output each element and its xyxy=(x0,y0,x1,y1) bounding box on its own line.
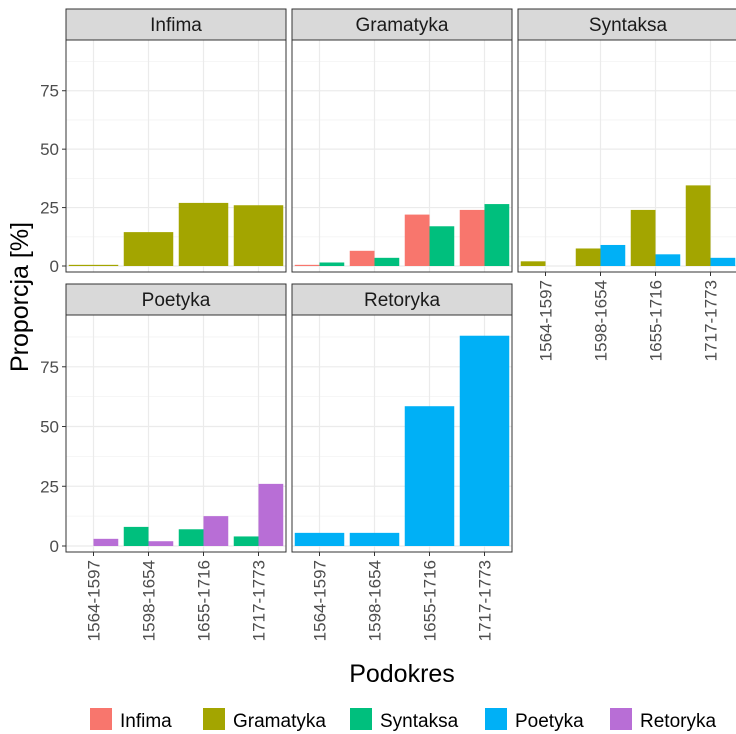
x-tick-label: 1564-1597 xyxy=(311,560,330,641)
bar-gramatyka-1717-1773 xyxy=(685,185,711,266)
bar-syntaksa-1564-1597 xyxy=(319,262,345,266)
legend-key-gramatyka xyxy=(203,708,225,730)
bar-gramatyka-1655-1716 xyxy=(178,202,229,266)
panel-strip xyxy=(517,8,736,41)
bar-poetyka-1655-1716 xyxy=(655,254,681,266)
bar-gramatyka-1598-1654 xyxy=(575,248,601,266)
panel-title: Retoryka xyxy=(364,290,440,311)
panel-poetyka: Poetyka 0 25 50 75 1564-1597 1598-1654 1655-171… xyxy=(40,283,287,641)
legend-label: Infima xyxy=(120,711,172,732)
bar-infima-1564-1597 xyxy=(294,264,320,266)
legend-label: Gramatyka xyxy=(233,711,326,732)
bar-gramatyka-1564-1597 xyxy=(520,261,546,266)
bar-poetyka-1717-1773 xyxy=(459,335,510,546)
x-tick-label: 1717-1773 xyxy=(702,280,721,361)
panel-border xyxy=(517,39,736,273)
bar-gramatyka-1598-1654 xyxy=(123,232,174,266)
legend-label: Syntaksa xyxy=(380,711,459,732)
x-tick-label: 1598-1654 xyxy=(592,280,611,361)
y-tick-label: 50 xyxy=(40,140,59,159)
bar-gramatyka-1564-1597 xyxy=(68,264,119,266)
x-tick-label: 1655-1716 xyxy=(647,280,666,361)
bar-poetyka-1598-1654 xyxy=(600,244,626,266)
x-axis-title: Podokres xyxy=(349,660,455,688)
y-tick-label: 25 xyxy=(40,477,59,496)
bar-retoryka-1717-1773 xyxy=(258,483,284,546)
bar-syntaksa-1655-1716 xyxy=(178,529,204,546)
bar-syntaksa-1717-1773 xyxy=(233,536,259,546)
y-tick-label: 0 xyxy=(50,537,59,556)
panel-title: Poetyka xyxy=(142,290,211,311)
panel-border xyxy=(65,39,287,273)
x-tick-label: 1598-1654 xyxy=(366,560,385,641)
panel-strip xyxy=(65,283,287,316)
panel-retoryka: Retoryka 1564-1597 1598-1654 1655-1716 1717-… xyxy=(291,283,513,641)
bar-infima-1598-1654 xyxy=(349,250,375,266)
panel-title: Gramatyka xyxy=(356,15,449,36)
legend: Infima Gramatyka Syntaksa Poetyka Retoryka xyxy=(90,708,716,732)
panel-title: Syntaksa xyxy=(589,15,668,36)
bar-syntaksa-1598-1654 xyxy=(123,526,149,546)
x-tick-label: 1717-1773 xyxy=(250,560,269,641)
legend-key-poetyka xyxy=(485,708,507,730)
bar-poetyka-1655-1716 xyxy=(404,406,455,546)
legend-key-retoryka xyxy=(610,708,632,730)
bar-retoryka-1655-1716 xyxy=(203,516,229,546)
legend-key-syntaksa xyxy=(350,708,372,730)
y-tick-label: 75 xyxy=(40,82,59,101)
bar-poetyka-1598-1654 xyxy=(349,532,400,546)
legend-key-infima xyxy=(90,708,112,730)
y-tick-label: 25 xyxy=(40,199,59,218)
panel-infima: Infima 0 25 50 75 xyxy=(40,8,287,276)
panel-border xyxy=(65,314,287,553)
panel-border xyxy=(291,314,513,553)
bar-syntaksa-1717-1773 xyxy=(484,204,510,266)
bar-retoryka-1598-1654 xyxy=(148,541,174,546)
panel-syntaksa: Syntaksa 1564-1597 1598-1654 1655-1716 1717-… xyxy=(517,8,736,361)
bar-syntaksa-1598-1654 xyxy=(374,257,400,266)
y-tick-label: 75 xyxy=(40,358,59,377)
y-axis-title: Proporcja [%] xyxy=(6,222,34,372)
x-tick-label: 1564-1597 xyxy=(537,280,556,361)
x-tick-label: 1598-1654 xyxy=(140,560,159,641)
y-tick-label: 50 xyxy=(40,418,59,437)
bar-syntaksa-1655-1716 xyxy=(429,226,455,266)
panel-border xyxy=(291,39,513,273)
bar-infima-1717-1773 xyxy=(459,209,485,266)
panel-strip xyxy=(65,8,287,41)
legend-label: Retoryka xyxy=(640,711,716,732)
bar-poetyka-1564-1597 xyxy=(294,532,345,546)
x-tick-label: 1564-1597 xyxy=(85,560,104,641)
panel-title: Infima xyxy=(150,15,202,36)
panel-background xyxy=(66,315,286,552)
bar-gramatyka-1655-1716 xyxy=(630,209,656,266)
bar-gramatyka-1717-1773 xyxy=(233,205,284,266)
bar-poetyka-1717-1773 xyxy=(710,257,736,266)
x-tick-label: 1717-1773 xyxy=(476,560,495,641)
panel-gramatyka: Gramatyka xyxy=(291,8,513,273)
y-tick-label: 0 xyxy=(50,257,59,276)
x-tick-label: 1655-1716 xyxy=(421,560,440,641)
x-tick-label: 1655-1716 xyxy=(195,560,214,641)
bar-infima-1655-1716 xyxy=(404,214,430,266)
bar-retoryka-1564-1597 xyxy=(93,538,119,546)
legend-label: Poetyka xyxy=(515,711,584,732)
